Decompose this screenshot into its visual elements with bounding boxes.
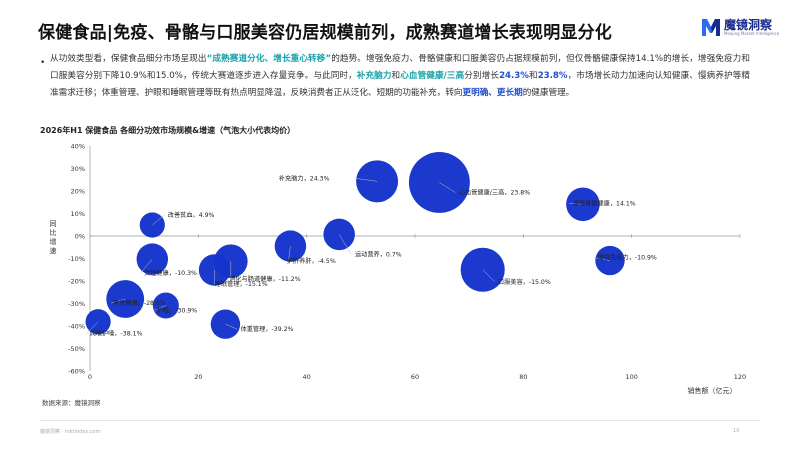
- bubble-leader-line: [225, 323, 238, 330]
- para-text: 的健康管理。: [522, 87, 575, 98]
- y-tick-label: -60%: [68, 368, 85, 376]
- para-text: 和: [528, 70, 538, 81]
- y-tick-label: -50%: [68, 345, 85, 353]
- chart-labels: 补充脑力，24.3% 心血管健康/三高，23.8% 增强骨骼健康，14.1% 改善贫血…: [85, 174, 657, 338]
- bubble-leader-line: [568, 203, 583, 205]
- para-highlight: 更明确、更长期: [462, 87, 523, 98]
- bubble-data-label: 补充脑力，24.3%: [279, 174, 330, 182]
- y-tick-label: -10%: [68, 255, 85, 263]
- logo-m-icon: [702, 19, 720, 36]
- y-tick-label: -40%: [68, 323, 85, 331]
- page-title: 保健食品|免疫、骨骼与口服美容仍居规模前列，成熟赛道增长表现明显分化: [38, 23, 613, 43]
- x-tick-label: 0: [88, 373, 92, 381]
- x-tick-label: 40: [303, 373, 311, 381]
- footer-text: 魔镜洞察 · mktindex.com: [40, 429, 101, 435]
- chart-axes: 40% 30% 20% 10% 0% -10% -20% -30% -40% -50% -60%0 2…: [50, 143, 747, 396]
- y-axis-label-char: 速: [50, 247, 57, 255]
- bubble-leader-line: [439, 182, 456, 193]
- y-tick-label: -20%: [68, 278, 85, 286]
- bubble-data-label: 润喉护嗓，-38.1%: [90, 330, 143, 338]
- bubble-data-label: 增强骨骼健康，14.1%: [573, 199, 636, 207]
- chart-title: 2026年H1 保健食品 各细分功效市场规模&增速（气泡大小代表均价）: [40, 126, 296, 135]
- y-tick-label: 30%: [71, 165, 85, 173]
- y-tick-label: -30%: [68, 300, 85, 308]
- x-tick-label: 100: [625, 373, 637, 381]
- bubble-chart: 40% 30% 20% 10% 0% -10% -20% -30% -40% -50% -60%0 2…: [50, 143, 747, 396]
- bubble-data-label: 增强免疫力，-10.9%: [598, 254, 657, 262]
- para-text: 从功效类型看，保健食品细分市场呈现出: [50, 54, 207, 64]
- bubble-data-label: 心血管健康/三高，23.8%: [459, 188, 530, 196]
- data-source: 数据来源：魔镜洞察: [42, 399, 101, 407]
- y-axis-label-char: 增: [50, 237, 57, 246]
- bubble-leader-line: [338, 234, 352, 255]
- y-axis-label-char: 比: [50, 228, 57, 237]
- para-highlight: 心血管健康/三高: [400, 70, 465, 81]
- bubble-leader-line: [111, 298, 126, 304]
- y-tick-label: 40%: [71, 143, 85, 151]
- bubble-point: [274, 230, 307, 262]
- para-highlight: 24.3%: [499, 70, 529, 81]
- bubble-data-label: 体重管理，-39.2%: [241, 325, 294, 333]
- bubble-leader-line: [288, 246, 291, 262]
- bubble-data-label: 口服美容，-15.0%: [498, 278, 551, 286]
- x-tick-label: 80: [519, 373, 527, 381]
- bubble-point: [595, 245, 625, 276]
- bubble-data-label: 改善贫血，4.9%: [168, 211, 215, 219]
- bubble-data-label: 护肝养肝，-4.5%: [287, 257, 336, 265]
- bubble-point: [152, 292, 179, 319]
- bubble-point: [139, 212, 165, 238]
- bubble-data-label: 运动营养，0.7%: [355, 250, 402, 258]
- bubble-leader-line: [593, 257, 611, 261]
- x-axis-label: 销售额（亿元）: [688, 386, 737, 395]
- para-text: ，市场增长动力加速向认知健康、慢病养护等精准需求迁移；体重管理、护眼和睡眠管理等…: [50, 70, 750, 98]
- bubble-data-label: 护眼，-30.9%: [157, 307, 198, 315]
- y-tick-label: 0%: [75, 233, 85, 241]
- brand-logo: 魔镜洞察 Moojing Market Intelligence: [700, 14, 792, 46]
- bubble-leader-line: [140, 259, 153, 274]
- bubble-data-label: 男性健康，-28.0%: [113, 299, 166, 307]
- bullet-icon: •: [40, 58, 46, 68]
- para-highlight: 23.8%: [537, 70, 568, 81]
- summary-paragraph: 从功效类型看，保健食品细分市场呈现出“成熟赛道分化、增长重心转移”的趋势。增强免…: [50, 51, 750, 101]
- y-axis-label-char: 同: [50, 220, 57, 228]
- para-highlight: 补充脑力: [356, 70, 392, 81]
- bubble-data-label: 睡眠管理，-15.1%: [215, 280, 268, 288]
- para-text: 和: [391, 70, 401, 81]
- footer-divider: [40, 420, 760, 421]
- bubble-point: [136, 243, 169, 275]
- x-tick-label: 120: [734, 373, 746, 381]
- para-highlight: “成熟赛道分化、增长重心转移”: [206, 54, 332, 64]
- y-tick-label: 20%: [71, 188, 85, 196]
- x-tick-label: 20: [194, 373, 202, 381]
- bubble-leader-line: [355, 178, 378, 182]
- bubble-leader-line: [482, 269, 495, 282]
- para-text: 的趋势。增强免疫力、骨骼健康和口服美容仍占据规模前列，但仅骨骼健康保持14.1%…: [50, 54, 750, 81]
- bubble-leader-line: [153, 305, 166, 311]
- para-text: 分别增长: [464, 70, 500, 81]
- page-number: 19: [733, 428, 740, 434]
- bubble-leader-line: [85, 321, 99, 334]
- y-tick-label: 10%: [71, 210, 85, 218]
- bubble-leader-line: [152, 214, 165, 226]
- bubble-point: [408, 152, 470, 213]
- logo-subtitle: Moojing Market Intelligence: [724, 31, 780, 36]
- x-tick-label: 60: [411, 373, 419, 381]
- bubble-data-label: 消化与肠道健康，-11.2%: [229, 275, 301, 283]
- bubble-data-label: 女性健康，-10.3%: [144, 269, 197, 277]
- logo-name: 魔镜洞察: [724, 18, 773, 32]
